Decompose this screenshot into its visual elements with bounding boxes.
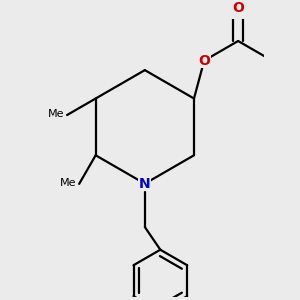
Text: O: O bbox=[198, 54, 210, 68]
Text: Me: Me bbox=[47, 109, 64, 119]
Text: O: O bbox=[232, 1, 244, 15]
Text: N: N bbox=[139, 177, 151, 191]
Text: Me: Me bbox=[60, 178, 76, 188]
